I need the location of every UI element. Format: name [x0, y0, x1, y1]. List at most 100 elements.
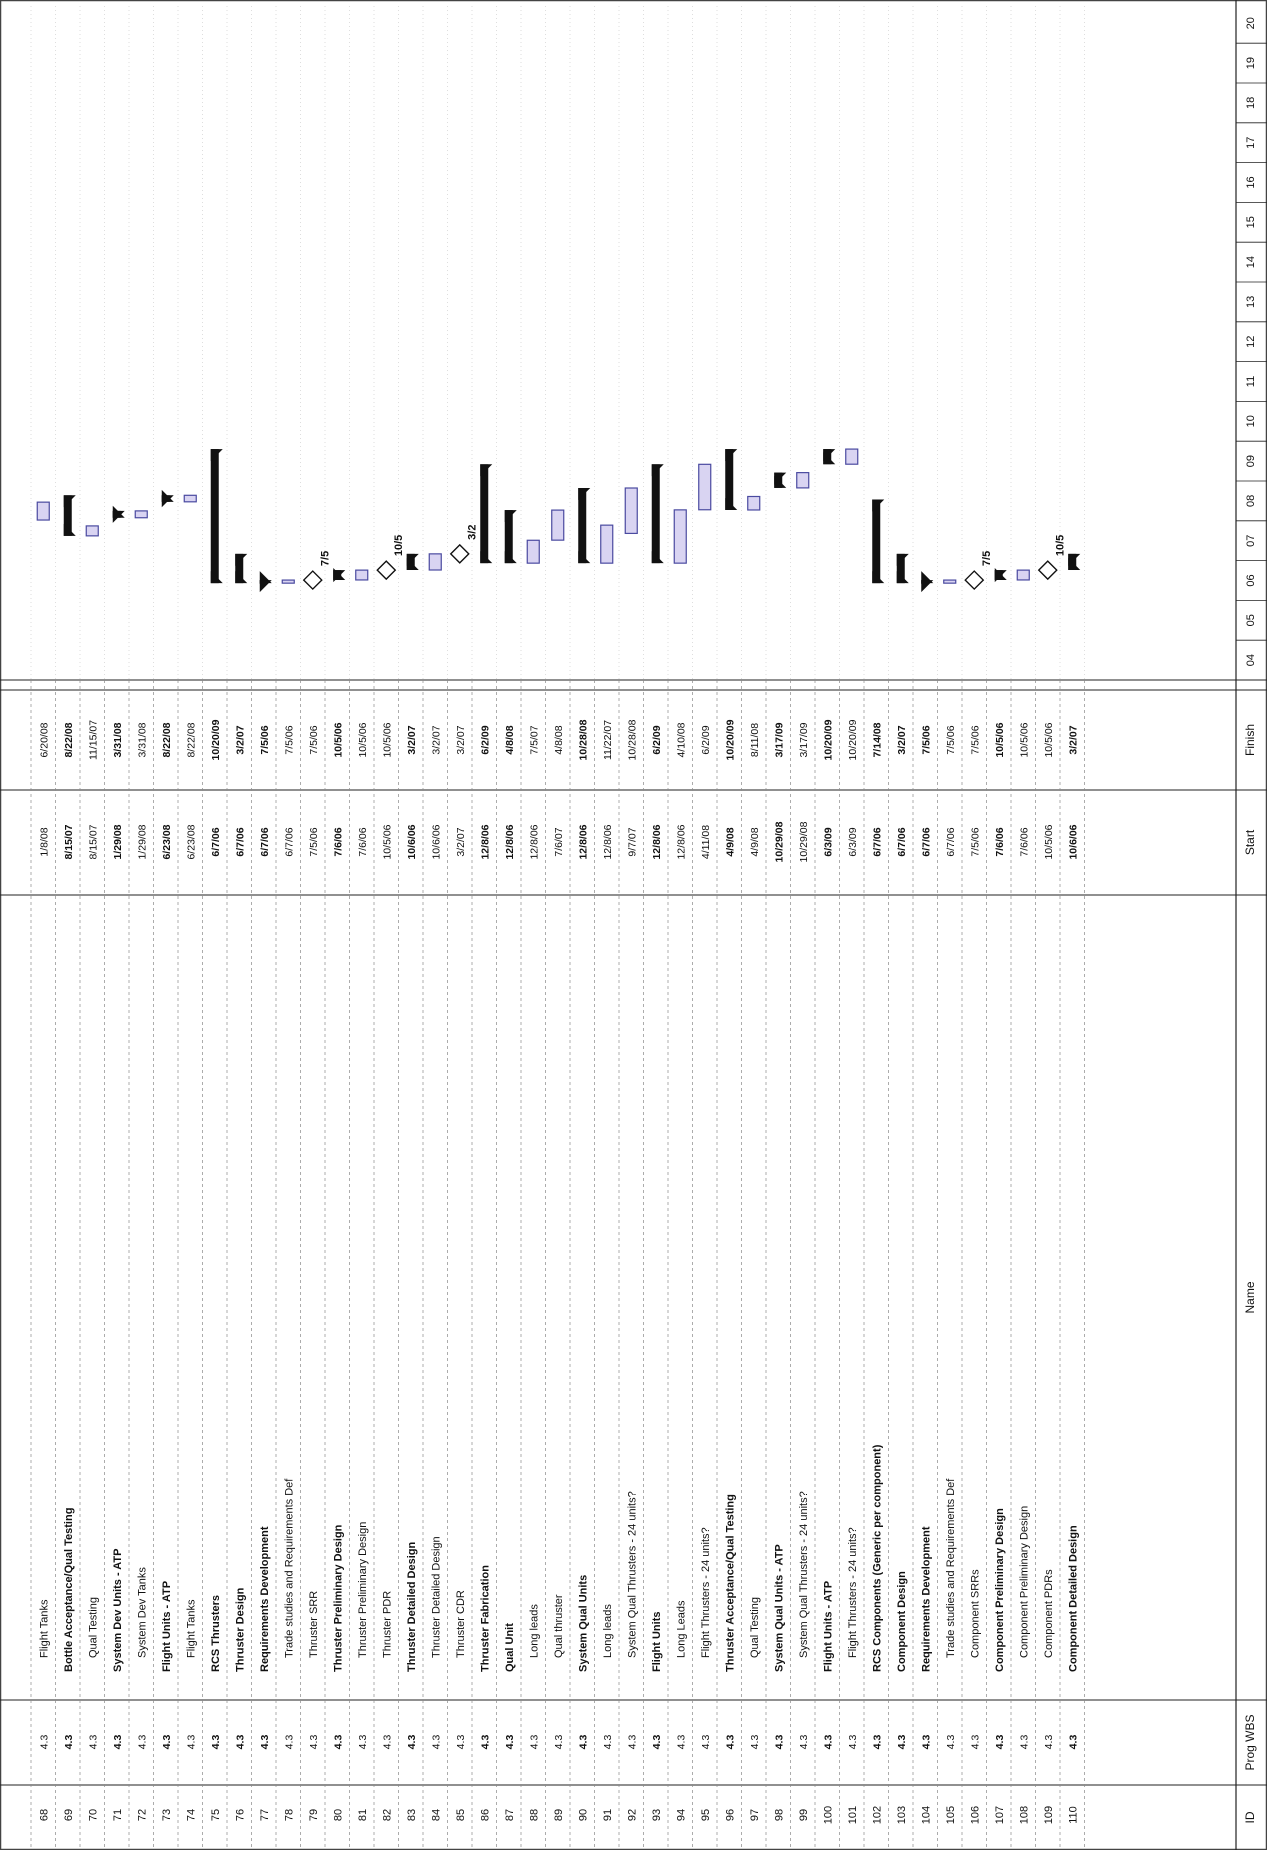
task-bar — [281, 579, 295, 584]
row-wbs: 4.3 — [38, 1735, 50, 1750]
timescale-label: 11 — [1245, 376, 1257, 387]
row-name: Flight Tanks — [185, 1599, 197, 1658]
row-name: System Dev Tanks — [136, 1567, 148, 1658]
row-finish: 3/17/09 — [773, 722, 785, 757]
row-start: 10/6/06 — [1067, 824, 1079, 859]
row-wbs: 4.3 — [602, 1735, 614, 1750]
row-name: Qual Unit — [504, 1623, 516, 1672]
summary-cap — [823, 449, 836, 462]
row-name: Trade studies and Requirements Def — [283, 1478, 295, 1658]
row-name: Bottle Acceptance/Qual Testing — [63, 1508, 75, 1672]
row-finish: 7/5/07 — [528, 725, 540, 754]
row-name: Long leads — [528, 1604, 540, 1658]
row-id: 102 — [871, 1806, 883, 1824]
row-name: Thruster Detailed Design — [430, 1536, 442, 1658]
row-start: 1/29/08 — [136, 824, 148, 859]
row-finish: 7/14/08 — [871, 722, 883, 757]
column-header-name: Name — [1243, 1281, 1257, 1313]
row-finish: 11/15/07 — [87, 720, 99, 760]
row-id: 86 — [479, 1809, 491, 1821]
row-finish: 3/31/08 — [112, 722, 124, 757]
row-name: Flight Thrusters - 24 units? — [847, 1527, 859, 1658]
row-wbs: 4.3 — [332, 1735, 344, 1750]
row-start: 7/6/06 — [1018, 827, 1030, 856]
row-wbs: 4.3 — [798, 1735, 810, 1750]
row-start: 9/7/07 — [626, 827, 638, 856]
row-finish: 4/10/08 — [675, 722, 687, 757]
row-start: 7/6/06 — [357, 827, 369, 856]
row-name: System Qual Thrusters - 24 units? — [798, 1491, 810, 1658]
milestone-diamond — [302, 570, 323, 591]
task-bar — [526, 539, 540, 564]
summary-cap — [333, 570, 346, 583]
row-finish: 7/5/06 — [969, 725, 981, 754]
row-wbs: 4.3 — [847, 1735, 859, 1750]
row-finish: 10/20/09 — [847, 719, 859, 760]
row-finish: 3/31/08 — [136, 722, 148, 757]
row-id: 71 — [112, 1809, 124, 1821]
row-id: 82 — [381, 1809, 393, 1821]
row-id: 78 — [283, 1809, 295, 1821]
row-id: 104 — [920, 1806, 932, 1824]
row-start: 10/6/06 — [430, 824, 442, 859]
task-bar — [747, 495, 761, 511]
summary-cap — [480, 551, 493, 564]
row-id: 93 — [651, 1809, 663, 1821]
row-id: 81 — [357, 1809, 369, 1821]
row-finish: 10/5/06 — [357, 722, 369, 757]
timescale-label: 17 — [1245, 137, 1257, 149]
row-name: Qual Testing — [749, 1597, 761, 1658]
row-id: 85 — [455, 1809, 467, 1821]
row-finish: 7/5/06 — [308, 725, 320, 754]
row-start: 12/8/06 — [528, 824, 540, 859]
timescale-label: 18 — [1245, 97, 1257, 109]
row-id: 90 — [577, 1809, 589, 1821]
row-finish: 10/20/09 — [724, 719, 736, 760]
row-start: 10/29/08 — [773, 821, 785, 862]
summary-cap — [578, 551, 591, 564]
row-id: 92 — [626, 1809, 638, 1821]
task-bar — [943, 579, 957, 584]
row-wbs: 4.3 — [773, 1735, 785, 1750]
row-name: Flight Units - ATP — [822, 1581, 834, 1672]
row-id: 73 — [161, 1809, 173, 1821]
timescale-label: 07 — [1245, 535, 1257, 547]
column-header-start: Start — [1243, 829, 1257, 855]
summary-cap — [578, 488, 591, 501]
row-finish: 8/22/08 — [161, 722, 173, 757]
row-finish: 7/5/06 — [283, 725, 295, 754]
row-start: 10/6/06 — [406, 824, 418, 859]
row-name: Thruster Fabrication — [479, 1565, 491, 1672]
column-header-wbs: Prog WBS — [1243, 1714, 1257, 1770]
row-start: 4/9/08 — [724, 827, 736, 856]
summary-cap — [235, 553, 248, 566]
row-name: System Dev Units - ATP — [112, 1549, 124, 1672]
row-start: 6/7/06 — [871, 827, 883, 856]
timescale-label: 09 — [1245, 455, 1257, 467]
row-wbs: 4.3 — [651, 1735, 663, 1750]
row-id: 100 — [822, 1806, 834, 1824]
row-id: 89 — [553, 1809, 565, 1821]
row-finish: 4/8/08 — [553, 725, 565, 754]
row-start: 7/5/06 — [969, 827, 981, 856]
summary-bar — [210, 449, 219, 584]
row-id: 108 — [1018, 1806, 1030, 1824]
row-finish: 4/8/08 — [504, 725, 516, 754]
row-id: 91 — [602, 1809, 614, 1821]
row-finish: 6/2/09 — [479, 725, 491, 754]
row-finish: 3/2/07 — [406, 725, 418, 754]
summary-bar — [896, 553, 905, 584]
row-name: Component Detailed Design — [1067, 1525, 1079, 1672]
task-bar — [673, 509, 687, 564]
row-wbs: 4.3 — [945, 1735, 957, 1750]
task-bar — [183, 494, 197, 503]
row-finish: 10/5/06 — [1043, 722, 1055, 757]
row-name: Long Leads — [675, 1600, 687, 1658]
row-name: RCS Components (Generic per component) — [871, 1444, 883, 1672]
task-bar — [698, 463, 712, 511]
row-id: 99 — [798, 1809, 810, 1821]
summary-cap — [872, 499, 885, 512]
task-bar — [428, 553, 442, 571]
row-start: 7/6/06 — [994, 827, 1006, 856]
